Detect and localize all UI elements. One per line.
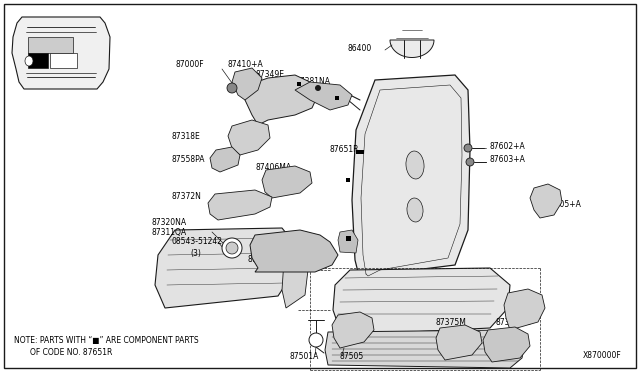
Text: 87501A: 87501A bbox=[290, 352, 319, 361]
Polygon shape bbox=[228, 120, 270, 155]
Text: 08543-51242: 08543-51242 bbox=[172, 237, 223, 246]
Polygon shape bbox=[250, 230, 338, 272]
Text: 87318E: 87318E bbox=[172, 132, 201, 141]
Circle shape bbox=[309, 333, 323, 347]
Text: 87349E: 87349E bbox=[255, 70, 284, 79]
Bar bbox=[356, 150, 360, 154]
Polygon shape bbox=[338, 230, 358, 253]
Text: OF CODE NO. 87651R: OF CODE NO. 87651R bbox=[30, 348, 113, 357]
Bar bbox=[346, 178, 350, 182]
Text: 87380+C: 87380+C bbox=[495, 318, 531, 327]
Polygon shape bbox=[210, 147, 240, 172]
Ellipse shape bbox=[407, 198, 423, 222]
Bar bbox=[346, 236, 351, 241]
Text: 87406MA: 87406MA bbox=[255, 163, 291, 172]
Polygon shape bbox=[436, 325, 482, 360]
Ellipse shape bbox=[25, 56, 33, 66]
Polygon shape bbox=[155, 228, 298, 308]
Ellipse shape bbox=[406, 151, 424, 179]
Bar bbox=[297, 82, 301, 86]
Text: 87322N: 87322N bbox=[514, 298, 544, 307]
Polygon shape bbox=[483, 327, 530, 362]
Circle shape bbox=[466, 158, 474, 166]
Bar bbox=[50, 53, 77, 68]
Polygon shape bbox=[262, 166, 312, 198]
Polygon shape bbox=[390, 40, 434, 58]
Polygon shape bbox=[332, 312, 374, 348]
Polygon shape bbox=[295, 82, 352, 110]
Bar bbox=[360, 150, 364, 154]
Text: 87558PA: 87558PA bbox=[172, 155, 205, 164]
Text: 87320NA: 87320NA bbox=[152, 218, 187, 227]
Text: (3): (3) bbox=[190, 249, 201, 258]
Polygon shape bbox=[12, 17, 110, 89]
Text: 87000F: 87000F bbox=[176, 60, 205, 69]
Circle shape bbox=[464, 144, 472, 152]
Text: 87375M: 87375M bbox=[435, 318, 466, 327]
Text: 87380+A: 87380+A bbox=[248, 255, 284, 264]
Polygon shape bbox=[282, 256, 308, 308]
Circle shape bbox=[226, 242, 238, 254]
Text: X870000F: X870000F bbox=[583, 351, 622, 360]
Polygon shape bbox=[352, 75, 470, 282]
Text: NOTE: PARTS WITH “■” ARE COMPONENT PARTS: NOTE: PARTS WITH “■” ARE COMPONENT PARTS bbox=[14, 336, 198, 345]
Text: 87505: 87505 bbox=[340, 352, 364, 361]
Bar bbox=[335, 96, 339, 100]
Circle shape bbox=[227, 83, 237, 93]
Polygon shape bbox=[325, 330, 525, 368]
Text: 87410+A: 87410+A bbox=[228, 60, 264, 69]
Text: 86400: 86400 bbox=[348, 44, 372, 53]
Bar bbox=[28, 37, 73, 53]
Polygon shape bbox=[530, 184, 562, 218]
Text: 87603+A: 87603+A bbox=[490, 155, 526, 164]
Text: 87505+A: 87505+A bbox=[546, 200, 582, 209]
Circle shape bbox=[222, 238, 242, 258]
Polygon shape bbox=[245, 75, 318, 125]
Polygon shape bbox=[208, 190, 272, 220]
Text: 87381NA: 87381NA bbox=[295, 77, 330, 86]
Polygon shape bbox=[504, 289, 545, 330]
Polygon shape bbox=[232, 68, 262, 100]
Text: 87455M: 87455M bbox=[305, 90, 336, 99]
Polygon shape bbox=[333, 268, 510, 335]
Text: 87602+A: 87602+A bbox=[490, 142, 525, 151]
Bar bbox=[28, 53, 48, 68]
Circle shape bbox=[315, 85, 321, 91]
Text: 87651R: 87651R bbox=[330, 145, 360, 154]
Text: 87372N: 87372N bbox=[172, 192, 202, 201]
Text: 87311QA: 87311QA bbox=[152, 228, 187, 237]
